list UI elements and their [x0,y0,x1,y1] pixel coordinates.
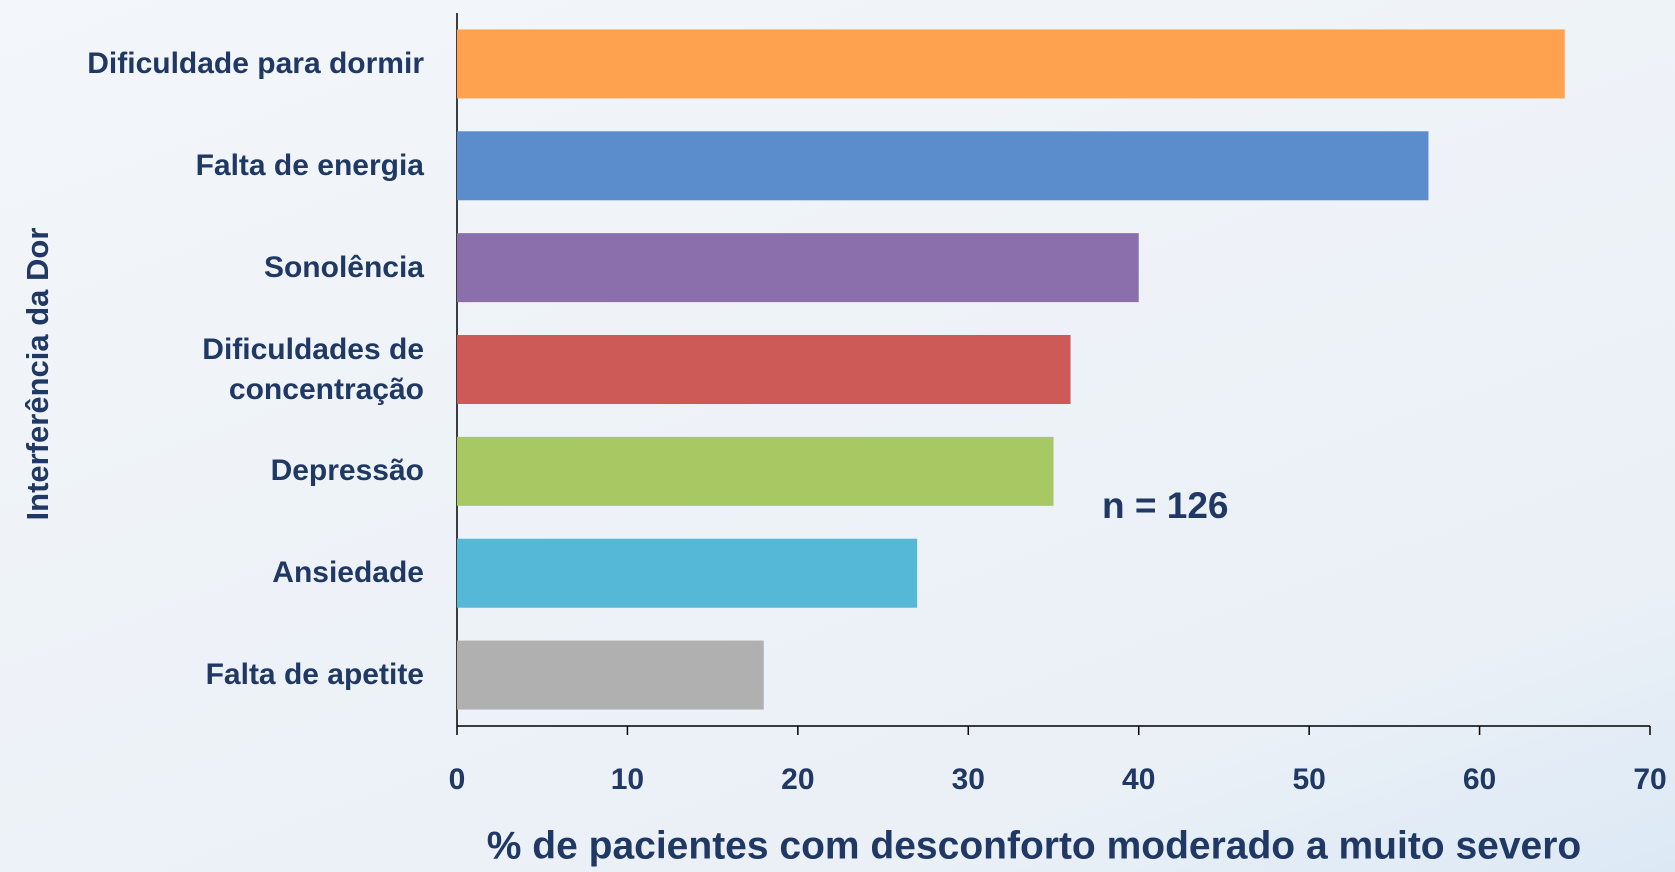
bar [457,131,1429,201]
x-tick-label: 50 [1292,763,1325,796]
y-axis-title: Interferência da Dor [20,228,55,521]
bar [457,538,918,608]
bar [457,233,1139,303]
bar [457,29,1565,99]
x-tick-label: 10 [611,763,644,796]
annotation: n = 126 [1102,485,1229,526]
bar [457,640,764,710]
y-tick-label: Dificuldades de concentração [202,332,424,406]
y-tick-label: Falta de apetite [205,658,424,692]
y-tick-label: Sonolência [263,250,424,284]
y-tick-label: Ansiedade [272,556,424,590]
x-tick-label: 70 [1633,763,1666,796]
y-tick-label: Dificuldade para dormir [87,46,424,80]
y-tick-label: Falta de energia [195,148,424,182]
bar [457,436,1054,506]
x-axis-title: % de pacientes com desconforto moderado … [487,824,1581,867]
x-tick-label: 30 [952,763,985,796]
x-tick-label: 60 [1463,763,1496,796]
x-tick-label: 0 [449,763,466,796]
x-tick-label: 20 [781,763,814,796]
y-tick-label: Depressão [270,454,424,488]
bar [457,335,1071,404]
x-tick-label: 40 [1122,763,1155,796]
